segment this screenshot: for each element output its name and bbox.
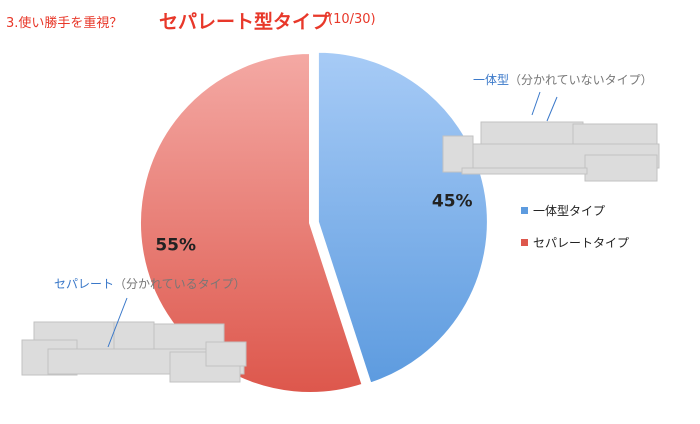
one-piece-annotation-text: （分かれていないタイプ）	[509, 73, 653, 87]
separate-annotation-text: （分かれているタイプ）	[114, 277, 246, 291]
pie-slice-one-piece	[316, 50, 489, 385]
sofa-one-piece-image	[442, 121, 660, 182]
pie-slice-separate	[139, 51, 364, 394]
legend-label-separate: セパレートタイプ	[533, 235, 630, 250]
pie-data-label-separate: 55%	[155, 235, 196, 255]
sofa-separate-image	[21, 321, 247, 383]
page-count: (10/30)	[328, 12, 376, 27]
legend-swatch-blue	[521, 206, 528, 214]
pie-data-label-one-piece: 45%	[432, 191, 473, 211]
question-prefix: 3.使い勝手を重視？	[6, 16, 123, 31]
legend-swatch-red	[521, 238, 528, 246]
blue-annotation-pointer-2	[546, 96, 558, 122]
one-piece-annotation-highlight: 一体型	[473, 73, 510, 87]
separate-annotation-highlight: セパレート	[54, 277, 115, 291]
chart-legend: 一体型タイプ セパレートタイプ	[521, 200, 629, 264]
legend-item-separate: セパレートタイプ	[521, 232, 629, 252]
legend-item-one-piece: 一体型タイプ	[521, 200, 629, 220]
one-piece-annotation: 一体型（分かれていないタイプ）	[473, 71, 653, 88]
red-annotation-pointer	[107, 297, 128, 348]
chart-title: セパレート型タイプ	[159, 11, 331, 33]
legend-label-one-piece: 一体型タイプ	[533, 203, 606, 218]
blue-annotation-pointer	[531, 91, 541, 116]
separate-annotation: セパレート（分かれているタイプ）	[54, 275, 246, 292]
